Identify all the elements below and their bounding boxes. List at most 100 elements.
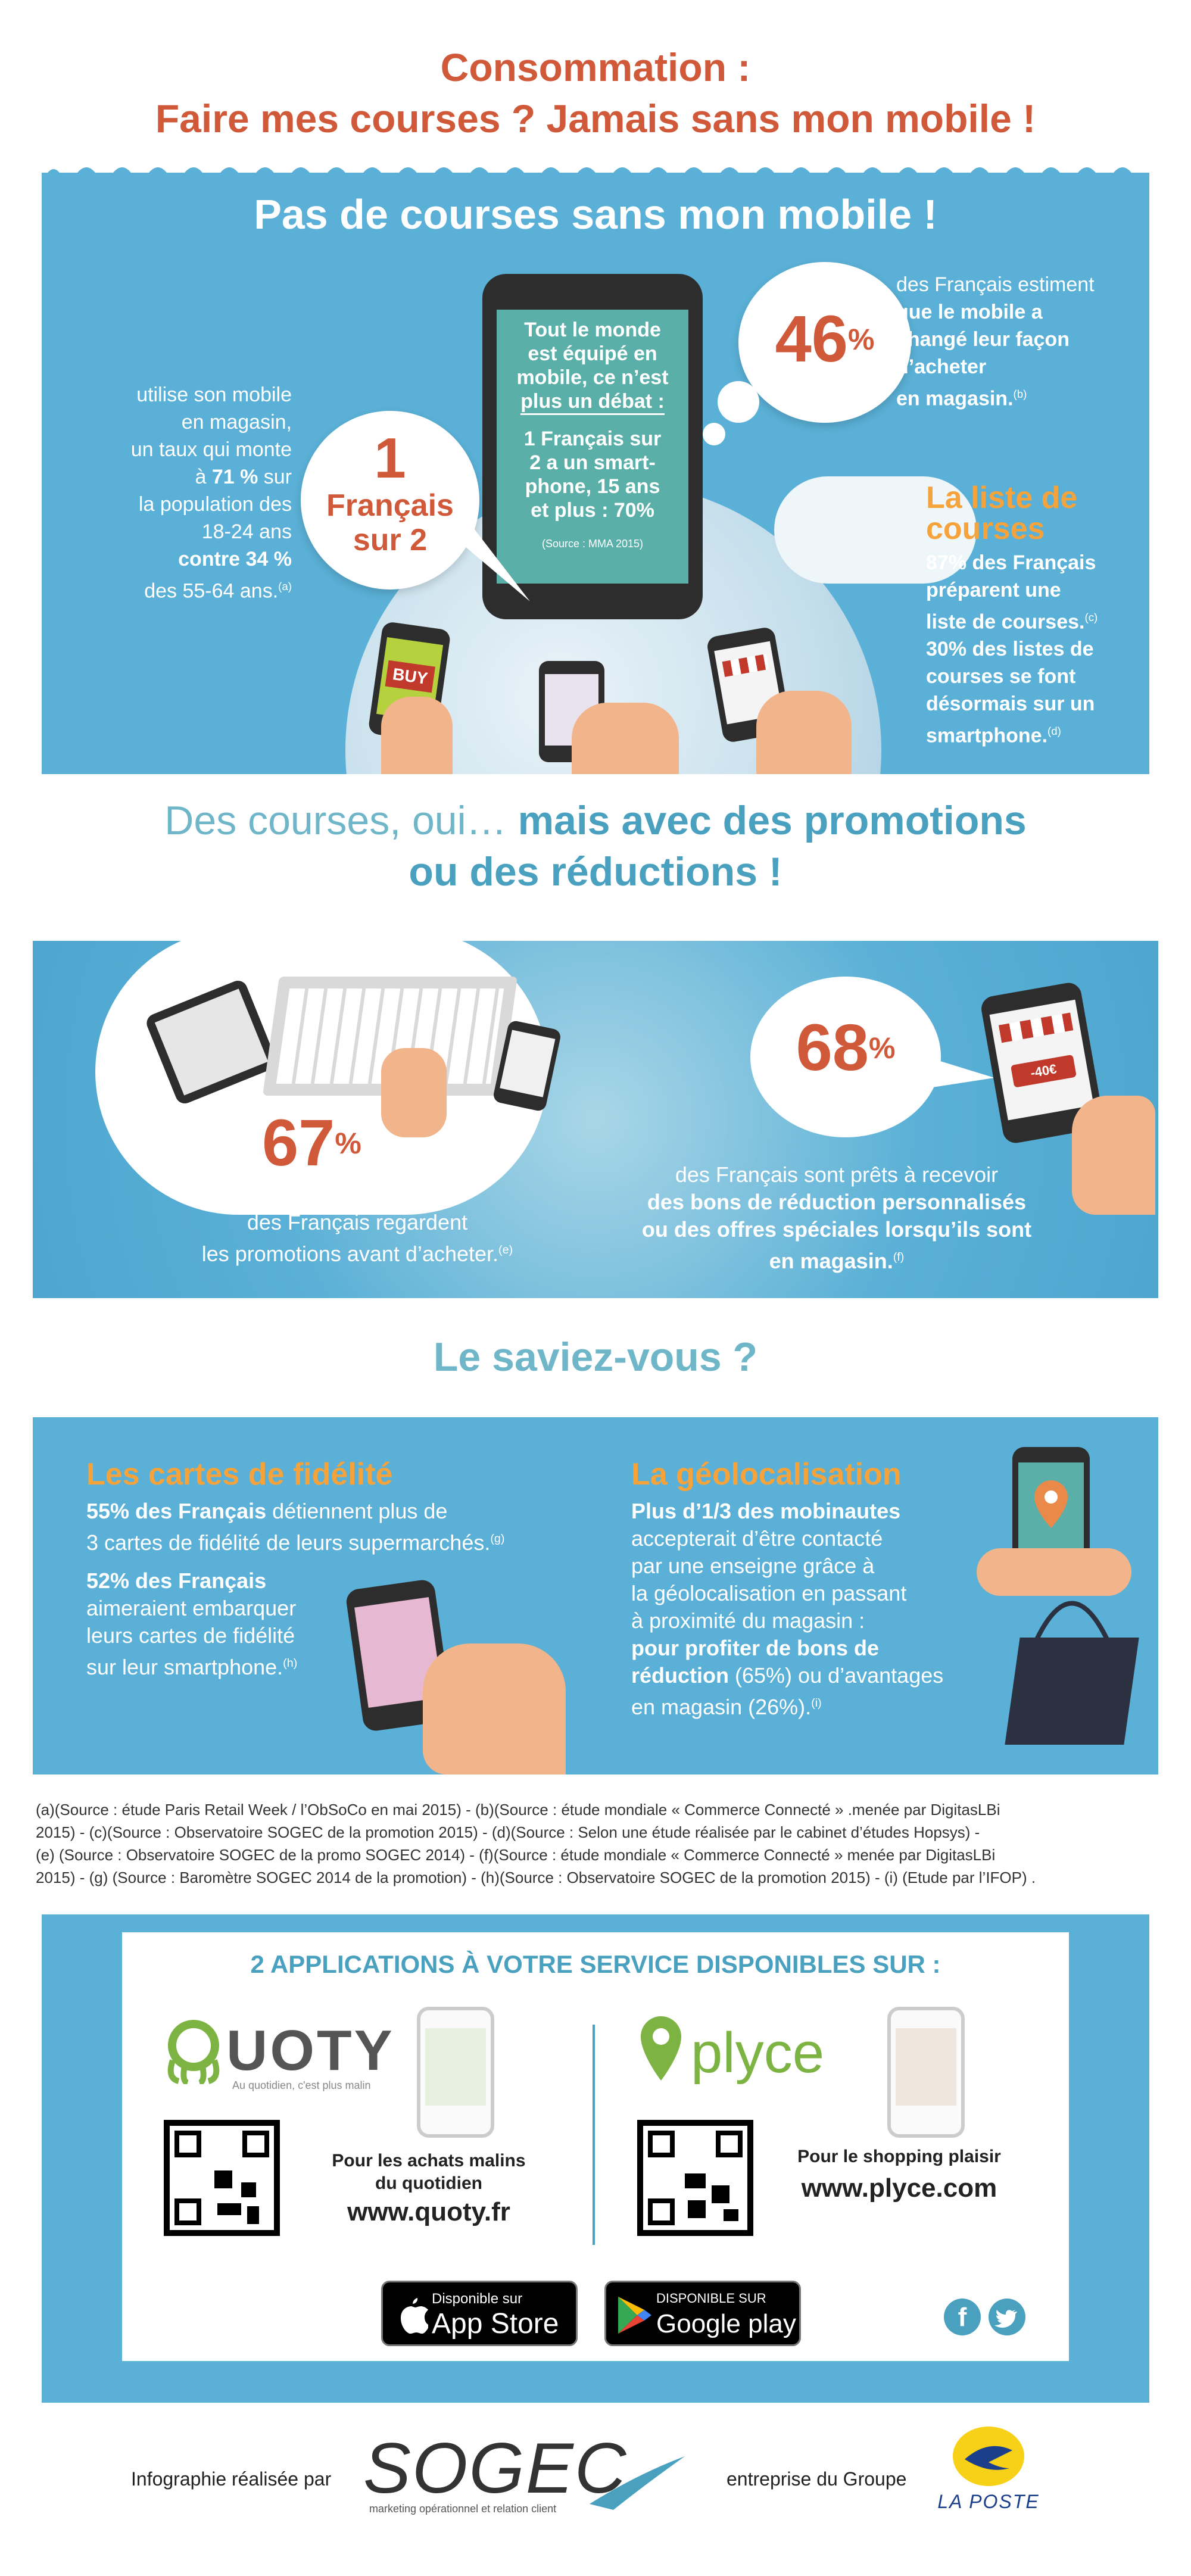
number: 68 bbox=[796, 1011, 869, 1084]
loyalty-line: 52% des Français bbox=[86, 1568, 267, 1593]
sogec-swoosh-icon bbox=[590, 2456, 685, 2510]
text-line: des Français sont prêts à recevoir bbox=[675, 1162, 999, 1187]
wave-top-1 bbox=[42, 167, 1149, 183]
list-line: préparent une bbox=[926, 579, 1061, 601]
hand-center bbox=[572, 703, 679, 774]
left-text-line: la population des bbox=[138, 493, 292, 516]
location-pin-icon bbox=[1034, 1480, 1068, 1528]
bubble-number: 1 bbox=[374, 426, 406, 490]
phone-text-line: est équipé en bbox=[528, 342, 657, 365]
footnote-ref: (a) bbox=[278, 580, 292, 592]
text: les promotions avant d’acheter. bbox=[201, 1242, 499, 1266]
facebook-icon[interactable]: f bbox=[944, 2299, 981, 2335]
geo-line: Plus d’1/3 des mobinautes bbox=[631, 1499, 901, 1523]
geo-line: pour profiter de bons de bbox=[631, 1636, 880, 1660]
text-line: en magasin.(f) bbox=[590, 1243, 1084, 1275]
section1-title: Pas de courses sans mon mobile ! bbox=[254, 191, 937, 238]
page-title-line1: Consommation : bbox=[440, 45, 751, 89]
text-bold: réduction bbox=[631, 1663, 729, 1688]
title-light: Des courses, oui… bbox=[164, 798, 518, 843]
source-line: 2015) - (g) (Source : Baromètre SOGEC 20… bbox=[36, 1869, 1036, 1886]
apps-title: 2 APPLICATIONS À VOTRE SERVICE DISPONIBL… bbox=[250, 1950, 941, 1978]
footer-group: entreprise du Groupe bbox=[727, 2468, 907, 2490]
list-title-line2: courses bbox=[926, 512, 1045, 546]
geolocation-block: La géolocalisation Plus d’1/3 des mobina… bbox=[631, 1456, 1000, 1721]
loyalty-cards-block: Les cartes de fidélité 55% des Français … bbox=[86, 1456, 563, 1681]
bubble-46-number: 46% bbox=[738, 262, 911, 375]
text: en magasin (26%). bbox=[631, 1695, 812, 1719]
left-stat-text: utilise son mobile en magasin, un taux q… bbox=[83, 381, 292, 604]
geo-line: en magasin (26%).(i) bbox=[631, 1689, 1000, 1721]
right-text-line: que le mobile a bbox=[896, 301, 1043, 323]
hand-loyalty bbox=[423, 1643, 566, 1774]
plyce-link[interactable]: www.plyce.com bbox=[801, 2173, 997, 2203]
section2-title-line2: ou des réductions ! bbox=[409, 849, 782, 894]
bubble-46-percent: 46% bbox=[738, 262, 911, 423]
left-text-line: à 71 % sur bbox=[83, 463, 292, 491]
text-line: ou des offres spéciales lorsqu’ils sont bbox=[641, 1217, 1032, 1242]
sources-block: (a)(Source : étude Paris Retail Week / l… bbox=[36, 1798, 1161, 1889]
central-phone-screen: Tout le monde est équipé en mobile, ce n… bbox=[497, 310, 688, 584]
text-line: des bons de réduction personnalisés bbox=[647, 1190, 1027, 1214]
plyce-logo: plyce bbox=[637, 2013, 875, 2096]
bird-icon bbox=[965, 2446, 1012, 2470]
cloud-right bbox=[774, 476, 977, 584]
hand-geo bbox=[977, 1548, 1131, 1596]
text-line: des Français regardent bbox=[247, 1210, 468, 1234]
text-line: les promotions avant d’acheter.(e) bbox=[119, 1236, 596, 1268]
geo-title: La géolocalisation bbox=[631, 1457, 902, 1492]
text: (65%) ou d’avantages bbox=[729, 1663, 944, 1688]
section2-title: Des courses, oui… mais avec des promotio… bbox=[0, 795, 1191, 897]
apple-icon bbox=[401, 2298, 428, 2334]
bubble-1-francais-sur-2: 1 Français sur 2 bbox=[301, 411, 479, 590]
quoty-link[interactable]: www.quoty.fr bbox=[347, 2197, 510, 2226]
geo-line: par une enseigne grâce à bbox=[631, 1554, 875, 1578]
la-poste-logo: LA POSTE bbox=[929, 2427, 1048, 2516]
app-store-label: App Store bbox=[432, 2308, 559, 2340]
phone-text-line: 2 a un smart- bbox=[529, 451, 656, 474]
google-play-label: Google play bbox=[656, 2309, 796, 2338]
source-line: (a)(Source : étude Paris Retail Week / l… bbox=[36, 1801, 1000, 1819]
quoty-desc-line: Pour les achats malins bbox=[332, 2151, 526, 2170]
twitter-icon[interactable] bbox=[989, 2299, 1025, 2335]
hand-right bbox=[756, 691, 852, 774]
page-title: Consommation : Faire mes courses ? Jamai… bbox=[0, 42, 1191, 144]
footer-made-by: Infographie réalisée par bbox=[131, 2468, 332, 2490]
right-text-line: d’acheter bbox=[896, 355, 987, 378]
right-text-line: changé leur façon bbox=[896, 328, 1070, 351]
list-line: smartphone.(d) bbox=[926, 718, 1152, 749]
list-line: 87% des Français bbox=[926, 551, 1096, 574]
right-text-line: en magasin.(b) bbox=[896, 381, 1146, 412]
shopping-list-block: La liste de courses 87% des Français pré… bbox=[926, 482, 1152, 750]
left-text-line: utilise son mobile bbox=[136, 383, 292, 406]
plyce-qr-code bbox=[637, 2120, 753, 2236]
source-line: (e) (Source : Observatoire SOGEC de la p… bbox=[36, 1846, 996, 1864]
footnote-ref: (e) bbox=[498, 1243, 513, 1256]
text: liste de courses. bbox=[926, 610, 1085, 634]
google-play-button[interactable]: DISPONIBLE SUR Google play bbox=[604, 2281, 801, 2346]
source-line: 2015) - (c)(Source : Observatoire SOGEC … bbox=[36, 1823, 980, 1841]
loyalty-title: Les cartes de fidélité bbox=[86, 1457, 393, 1492]
list-line: désormais sur un bbox=[926, 693, 1095, 716]
stat-68-text: des Français sont prêts à recevoir des b… bbox=[590, 1161, 1084, 1275]
app-store-small-label: Disponible sur bbox=[432, 2291, 523, 2307]
text: 3 cartes de fidélité de leurs supermarch… bbox=[86, 1530, 491, 1555]
plyce-description: Pour le shopping plaisir bbox=[797, 2147, 1001, 2166]
quoty-desc-line: du quotidien bbox=[375, 2173, 482, 2193]
footnote-ref: (c) bbox=[1084, 611, 1098, 623]
phone-text-line: phone, 15 ans bbox=[525, 475, 660, 498]
footnote-ref: (b) bbox=[1013, 388, 1027, 400]
hand-laptop bbox=[381, 1048, 447, 1137]
quoty-description: Pour les achats malins du quotidien bbox=[310, 2150, 548, 2195]
left-text-line: un taux qui monte bbox=[130, 438, 292, 461]
phone-text-line: plus un débat : bbox=[520, 389, 665, 415]
footnote-ref: (i) bbox=[811, 1696, 822, 1710]
loyalty-line: sur leur smartphone.(h) bbox=[86, 1649, 563, 1681]
app-store-button[interactable]: Disponible sur App Store bbox=[381, 2281, 578, 2346]
geo-line: réduction (65%) ou d’avantages bbox=[631, 1662, 1000, 1689]
quoty-logo: UOTY Au quotidien, c'est plus malin bbox=[161, 2013, 399, 2096]
text: en magasin. bbox=[896, 387, 1014, 410]
phone-text-line: 1 Français sur bbox=[523, 428, 662, 450]
section3-title: Le saviez-vous ? bbox=[433, 1334, 758, 1380]
text: sur leur smartphone. bbox=[86, 1655, 283, 1679]
